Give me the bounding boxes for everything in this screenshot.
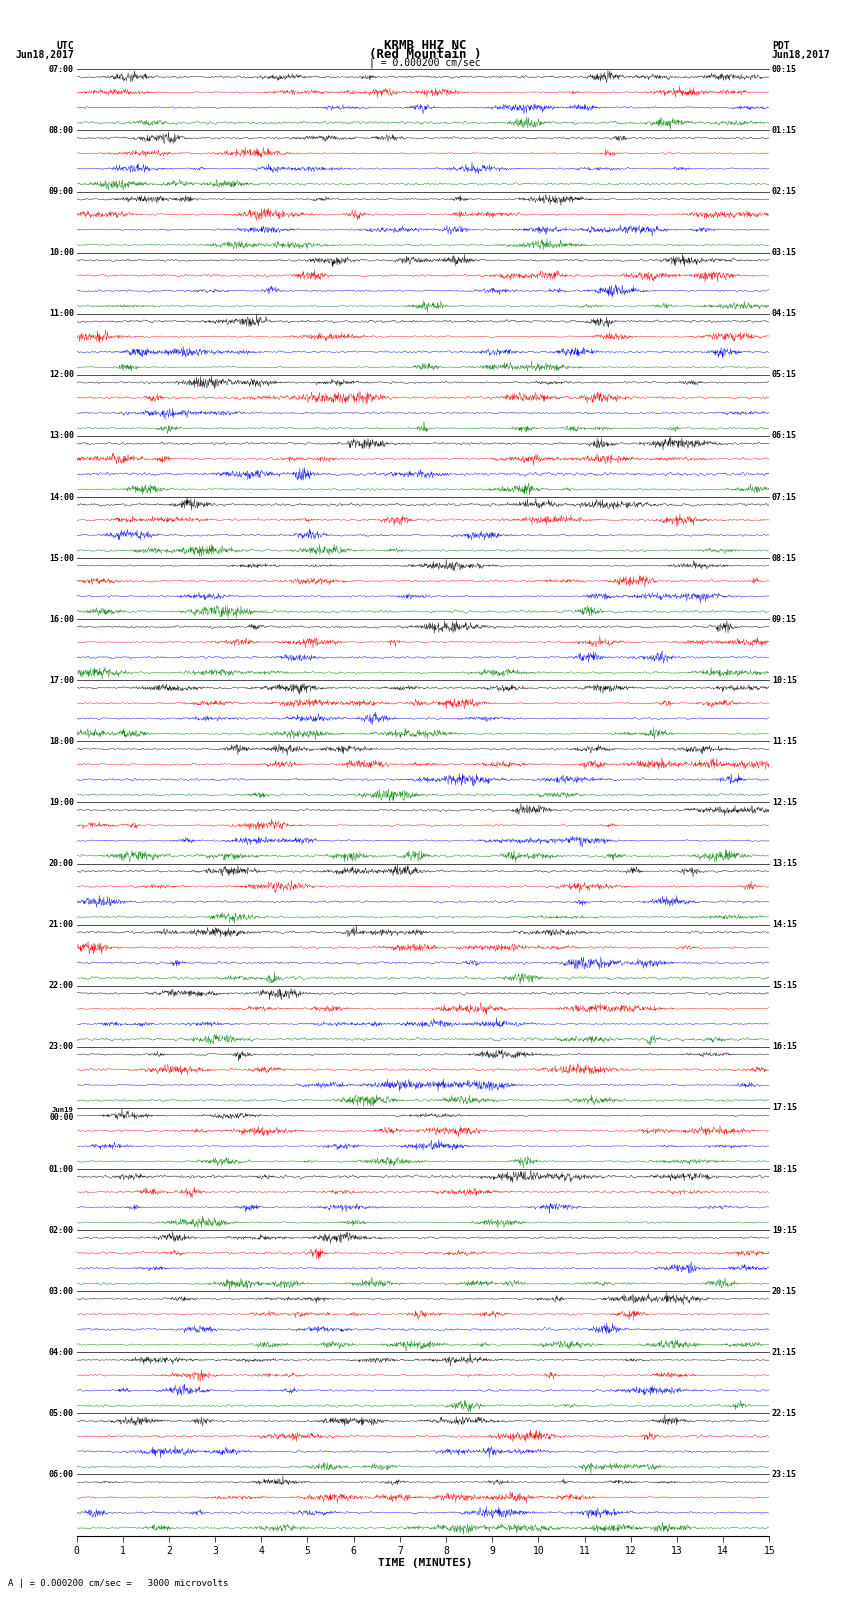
Text: 06:00: 06:00: [49, 1469, 74, 1479]
Text: 10:15: 10:15: [772, 676, 796, 686]
Text: 03:15: 03:15: [772, 248, 796, 256]
Text: 12:00: 12:00: [49, 371, 74, 379]
Text: 04:15: 04:15: [772, 310, 796, 318]
Text: 10:00: 10:00: [49, 248, 74, 256]
Text: 14:00: 14:00: [49, 492, 74, 502]
Text: 15:15: 15:15: [772, 981, 796, 990]
Text: (Red Mountain ): (Red Mountain ): [369, 48, 481, 61]
Text: 15:00: 15:00: [49, 553, 74, 563]
Text: 12:15: 12:15: [772, 798, 796, 806]
Text: TIME (MINUTES): TIME (MINUTES): [377, 1558, 473, 1568]
Text: PDT: PDT: [772, 40, 790, 52]
Text: KRMB HHZ NC: KRMB HHZ NC: [383, 39, 467, 53]
Text: 20:15: 20:15: [772, 1287, 796, 1295]
Text: Jun18,2017: Jun18,2017: [772, 50, 830, 60]
Text: Jun19: Jun19: [52, 1107, 74, 1113]
Text: 19:15: 19:15: [772, 1226, 796, 1234]
Text: 23:00: 23:00: [49, 1042, 74, 1052]
Text: 05:15: 05:15: [772, 371, 796, 379]
Text: 18:00: 18:00: [49, 737, 74, 745]
Text: UTC: UTC: [56, 40, 74, 52]
Text: 17:15: 17:15: [772, 1103, 796, 1113]
Text: 14:15: 14:15: [772, 919, 796, 929]
Text: 21:00: 21:00: [49, 919, 74, 929]
Text: 21:15: 21:15: [772, 1348, 796, 1357]
Text: 01:00: 01:00: [49, 1165, 74, 1174]
Text: 23:15: 23:15: [772, 1469, 796, 1479]
Text: 20:00: 20:00: [49, 860, 74, 868]
Text: 18:15: 18:15: [772, 1165, 796, 1174]
Text: 16:00: 16:00: [49, 615, 74, 624]
Text: Jun18,2017: Jun18,2017: [15, 50, 74, 60]
Text: 08:00: 08:00: [49, 126, 74, 135]
Text: A | = 0.000200 cm/sec =   3000 microvolts: A | = 0.000200 cm/sec = 3000 microvolts: [8, 1579, 229, 1589]
Text: 19:00: 19:00: [49, 798, 74, 806]
Text: 13:00: 13:00: [49, 431, 74, 440]
Text: 02:15: 02:15: [772, 187, 796, 197]
Text: 16:15: 16:15: [772, 1042, 796, 1052]
Text: 22:15: 22:15: [772, 1408, 796, 1418]
Text: 05:00: 05:00: [49, 1408, 74, 1418]
Text: 07:00: 07:00: [49, 65, 74, 74]
Text: 00:15: 00:15: [772, 65, 796, 74]
Text: 06:15: 06:15: [772, 431, 796, 440]
Text: 17:00: 17:00: [49, 676, 74, 686]
Text: 08:15: 08:15: [772, 553, 796, 563]
Text: 04:00: 04:00: [49, 1348, 74, 1357]
Text: 13:15: 13:15: [772, 860, 796, 868]
Text: 11:00: 11:00: [49, 310, 74, 318]
Text: 00:00: 00:00: [49, 1113, 74, 1123]
Text: 01:15: 01:15: [772, 126, 796, 135]
Text: 22:00: 22:00: [49, 981, 74, 990]
Text: 11:15: 11:15: [772, 737, 796, 745]
Text: 09:00: 09:00: [49, 187, 74, 197]
Text: 02:00: 02:00: [49, 1226, 74, 1234]
Text: 07:15: 07:15: [772, 492, 796, 502]
Text: 09:15: 09:15: [772, 615, 796, 624]
Text: | = 0.000200 cm/sec: | = 0.000200 cm/sec: [369, 58, 481, 68]
Text: 03:00: 03:00: [49, 1287, 74, 1295]
